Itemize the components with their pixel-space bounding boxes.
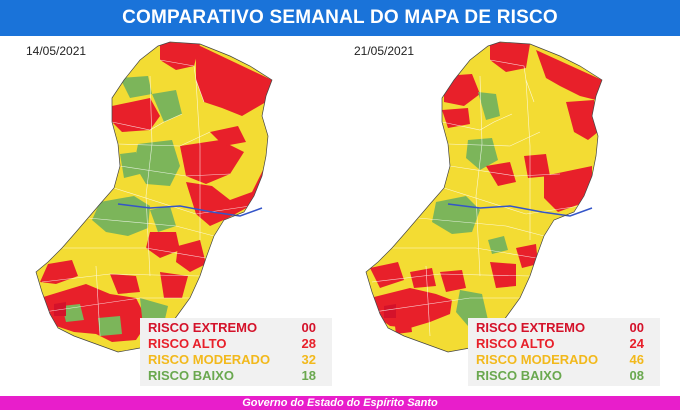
river-doce-line <box>447 203 593 217</box>
legend-row-moderado: RISCO MODERADO 32 <box>148 352 324 368</box>
legend-count: 32 <box>301 352 316 367</box>
legend-label: RISCO ALTO <box>148 336 227 351</box>
legend-row-baixo: RISCO BAIXO 18 <box>148 368 324 384</box>
legend-row-alto: RISCO ALTO 24 <box>476 336 652 352</box>
risk-map[interactable] <box>340 36 680 392</box>
legend-count: 18 <box>301 368 316 383</box>
river-doce-line <box>117 203 263 217</box>
legend-row-baixo: RISCO BAIXO 08 <box>476 368 652 384</box>
legend-label: RISCO BAIXO <box>476 368 562 383</box>
legend-count: 00 <box>629 320 644 335</box>
map-date: 14/05/2021 <box>26 44 87 58</box>
legend-label: RISCO EXTREMO <box>476 320 586 335</box>
legend-label: RISCO MODERADO <box>148 352 271 367</box>
legend-label: RISCO BAIXO <box>148 368 234 383</box>
legend-label: RISCO ALTO <box>476 336 555 351</box>
risk-legend: RISCO EXTREMO 00 RISCO ALTO 24 RISCO MOD… <box>468 318 660 386</box>
legend-count: 28 <box>301 336 316 351</box>
legend-row-moderado: RISCO MODERADO 46 <box>476 352 652 368</box>
legend-count: 46 <box>629 352 644 367</box>
legend-row-alto: RISCO ALTO 28 <box>148 336 324 352</box>
legend-count: 00 <box>301 320 316 335</box>
legend-label: RISCO MODERADO <box>476 352 599 367</box>
legend-row-extremo: RISCO EXTREMO 00 <box>148 320 324 336</box>
map-panel-week-2: 21/05/2021 <box>340 36 680 392</box>
map-date: 21/05/2021 <box>354 44 415 58</box>
footer-credit: Governo do Estado do Espírito Santo <box>0 396 680 410</box>
legend-count: 08 <box>629 368 644 383</box>
page-title: COMPARATIVO SEMANAL DO MAPA DE RISCO <box>0 0 680 36</box>
legend-row-extremo: RISCO EXTREMO 00 <box>476 320 652 336</box>
risk-legend: RISCO EXTREMO 00 RISCO ALTO 28 RISCO MOD… <box>140 318 332 386</box>
map-panel-week-1: 14/05/2021 <box>0 36 340 392</box>
legend-count: 24 <box>629 336 644 351</box>
legend-label: RISCO EXTREMO <box>148 320 258 335</box>
risk-map[interactable] <box>0 36 340 392</box>
